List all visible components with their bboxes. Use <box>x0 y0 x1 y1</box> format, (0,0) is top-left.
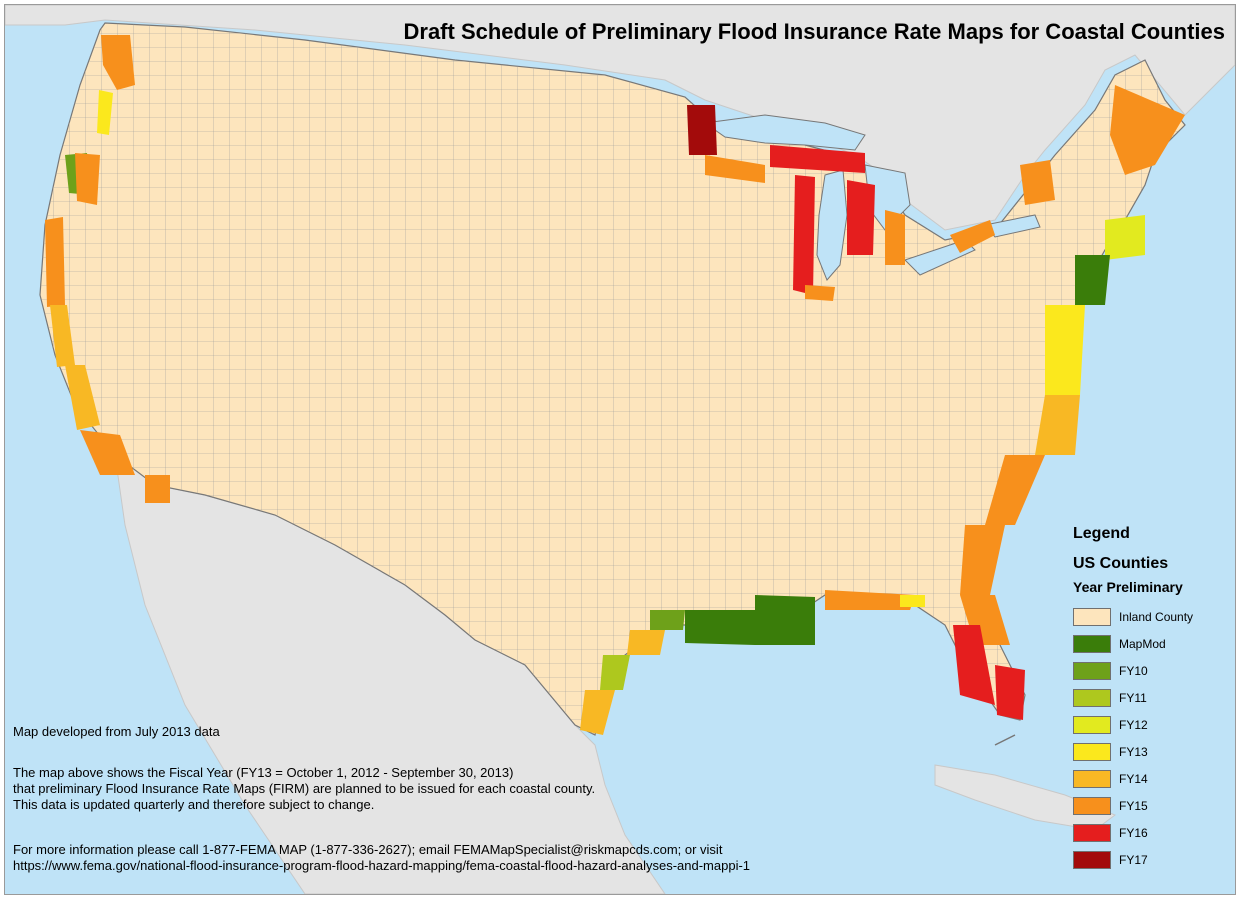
legend-item-inland-county: Inland County <box>1073 603 1233 630</box>
legend-label: FY15 <box>1119 798 1148 813</box>
legend-item-fy16: FY16 <box>1073 819 1233 846</box>
legend-label: FY11 <box>1119 690 1147 705</box>
legend-item-fy17: FY17 <box>1073 846 1233 873</box>
legend-label: MapMod <box>1119 636 1166 651</box>
florida-keys <box>994 734 1016 746</box>
legend-label: FY14 <box>1119 771 1148 786</box>
legend-swatch <box>1073 742 1111 761</box>
legend-swatch <box>1073 850 1111 869</box>
contact-line: For more information please call 1-877-F… <box>13 842 723 857</box>
description-line: The map above shows the Fiscal Year (FY1… <box>13 765 514 780</box>
legend: Legend US Counties Year Preliminary Inla… <box>1073 525 1233 873</box>
legend-swatch <box>1073 688 1111 707</box>
legend-swatch <box>1073 769 1111 788</box>
contact-info: For more information please call 1-877-F… <box>13 842 750 874</box>
lake-erie <box>904 239 976 276</box>
legend-swatch <box>1073 661 1111 680</box>
description-line: This data is updated quarterly and there… <box>13 797 375 812</box>
legend-label: FY12 <box>1119 717 1148 732</box>
legend-item-fy15: FY15 <box>1073 792 1233 819</box>
legend-item-mapmod: MapMod <box>1073 630 1233 657</box>
lake-michigan <box>816 169 848 281</box>
legend-item-fy14: FY14 <box>1073 765 1233 792</box>
legend-item-fy11: FY11 <box>1073 684 1233 711</box>
legend-title: Legend <box>1073 525 1130 542</box>
legend-swatch <box>1073 796 1111 815</box>
coastal-counties <box>45 35 1185 735</box>
map-title: Draft Schedule of Preliminary Flood Insu… <box>403 19 1226 44</box>
legend-label: FY16 <box>1119 825 1148 840</box>
legend-label: FY13 <box>1119 744 1148 759</box>
lake-superior <box>703 114 866 151</box>
map-description: The map above shows the Fiscal Year (FY1… <box>13 765 595 813</box>
legend-label: FY10 <box>1119 663 1148 678</box>
legend-swatch <box>1073 634 1111 653</box>
legend-layer-name: US Counties <box>1073 555 1169 572</box>
legend-item-fy10: FY10 <box>1073 657 1233 684</box>
legend-swatch <box>1073 607 1111 626</box>
legend-item-fy12: FY12 <box>1073 711 1233 738</box>
legend-swatch <box>1073 823 1111 842</box>
legend-field-name: Year Preliminary <box>1073 579 1183 595</box>
map-frame: Draft Schedule of Preliminary Flood Insu… <box>4 4 1236 895</box>
contact-url[interactable]: https://www.fema.gov/national-flood-insu… <box>13 858 751 873</box>
legend-items: Inland County MapMod FY10 FY11 FY12 FY13 <box>1073 603 1233 873</box>
legend-swatch <box>1073 715 1111 734</box>
description-line: that preliminary Flood Insurance Rate Ma… <box>13 781 596 796</box>
legend-item-fy13: FY13 <box>1073 738 1233 765</box>
map-canvas <box>5 5 1235 894</box>
legend-label: FY17 <box>1119 852 1148 867</box>
data-credit: Map developed from July 2013 data <box>13 724 220 739</box>
legend-label: Inland County <box>1119 609 1194 624</box>
